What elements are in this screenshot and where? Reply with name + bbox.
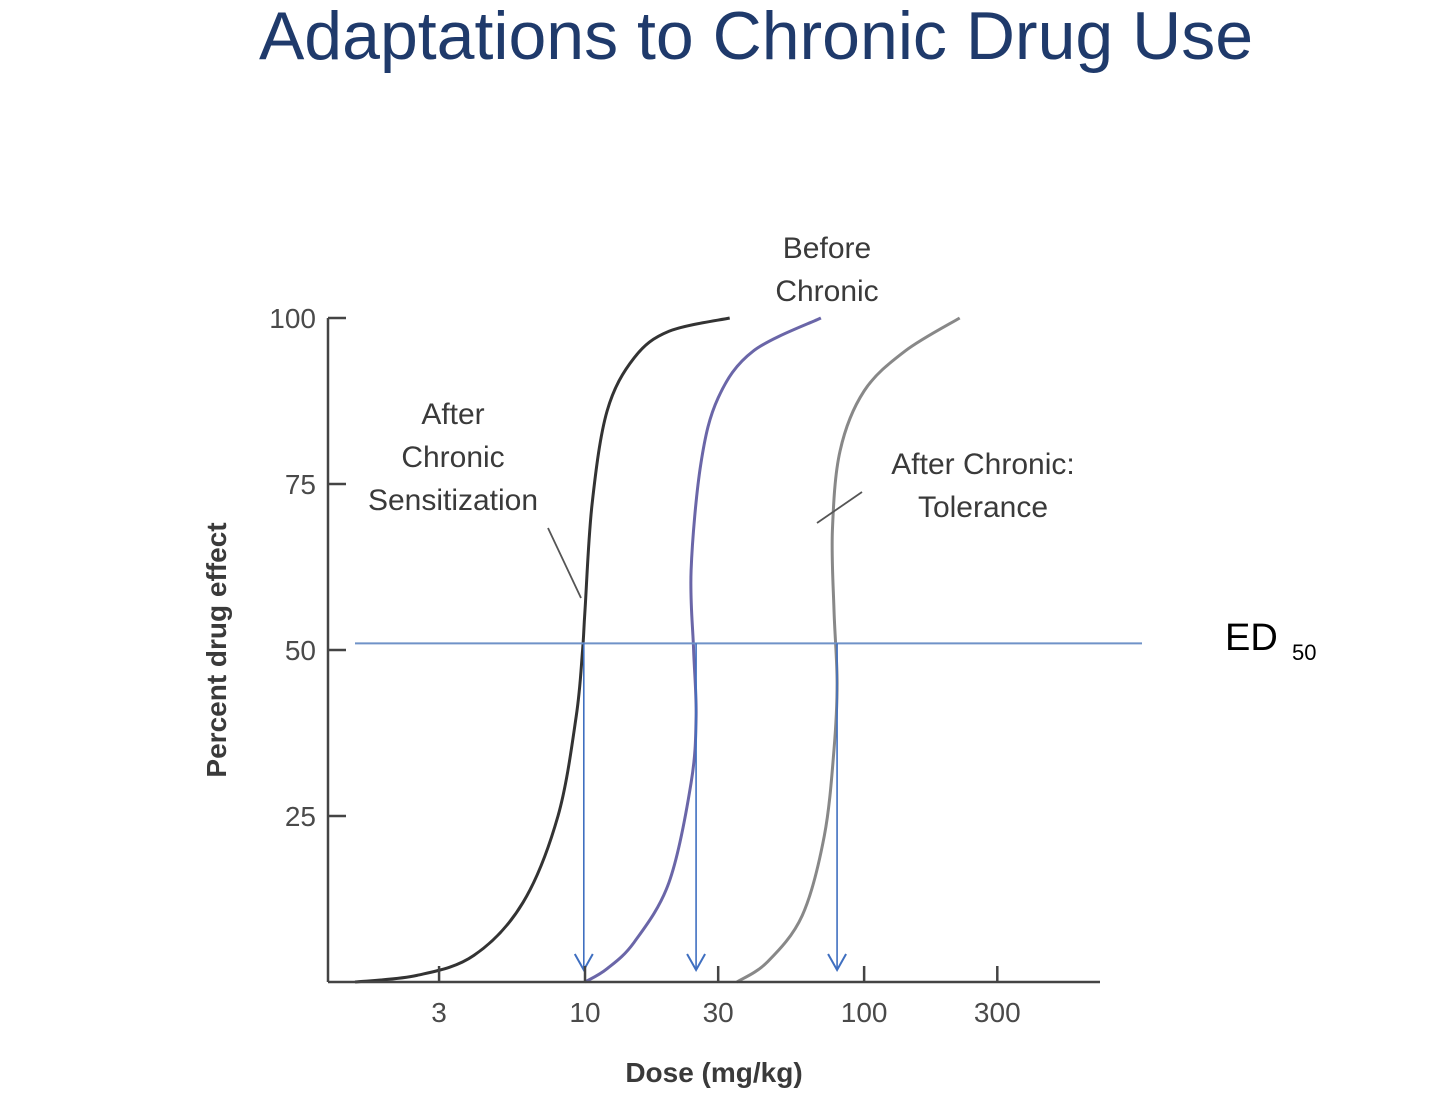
arrow-after-chronic-sensitization (573, 643, 594, 973)
curve-before-chronic (584, 316, 822, 984)
ed50-label: ED (1225, 617, 1278, 659)
ed50-arrows-layer (573, 643, 847, 973)
annotation-leader (547, 527, 582, 599)
annotation-line: Chronic (775, 275, 878, 308)
annotations-layer: AfterChronicSensitizationBeforeChronicAf… (368, 232, 1075, 599)
x-axis-title: Dose (mg/kg) (625, 1057, 802, 1088)
annotation-after-chronic-sensitization: After Chronic Sensitization (368, 398, 582, 599)
x-tick-label: 300 (974, 997, 1021, 1028)
annotation-leader (816, 491, 863, 524)
annotation-line: After (421, 398, 484, 431)
x-tick-label: 100 (841, 997, 888, 1028)
annotation-line: Before (783, 232, 871, 265)
y-tick-label: 100 (269, 303, 316, 334)
curve-after-chronic-sensitization (354, 316, 731, 984)
annotation-line: Chronic (401, 441, 504, 474)
annotation-line: After Chronic: (891, 448, 1074, 481)
arrow-before-chronic (686, 643, 706, 973)
arrow-after-chronic-tolerance (827, 643, 847, 973)
y-axis-title: Percent drug effect (201, 522, 232, 777)
x-tick-label: 30 (703, 997, 734, 1028)
annotation-after-chronic-tolerance: After Chronic: Tolerance (816, 448, 1075, 524)
ed50-layer: ED 50 (355, 617, 1316, 665)
slide-title: Adaptations to Chronic Drug Use (258, 0, 1254, 74)
x-tick-label: 10 (569, 997, 600, 1028)
annotation-line: Tolerance (918, 491, 1048, 524)
y-tick-label: 75 (285, 469, 316, 500)
ed50-subscript: 50 (1292, 640, 1316, 665)
y-tick-label: 25 (285, 801, 316, 832)
curve-after-chronic-tolerance (736, 316, 961, 984)
y-tick-label: 50 (285, 635, 316, 666)
x-tick-label: 3 (431, 997, 447, 1028)
axes-layer: 25 50 75 100 3 10 30 100 300 Dose (mg/kg) Percent … (201, 303, 1100, 1088)
annotation-before-chronic: Before Chronic (775, 232, 878, 308)
curves-layer (354, 316, 961, 984)
annotation-line: Sensitization (368, 484, 538, 517)
